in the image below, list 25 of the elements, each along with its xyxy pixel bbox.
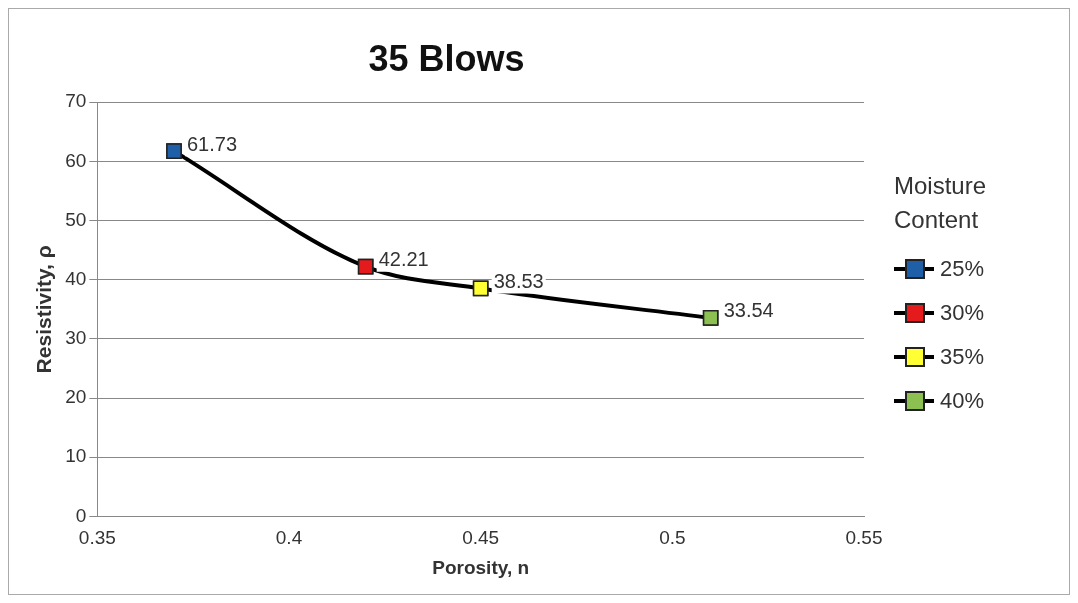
y-tick-label: 70: [65, 90, 87, 112]
x-tick-label: 0.35: [78, 527, 116, 549]
x-tick-label: 0.5: [659, 527, 686, 549]
data-label: 61.73: [187, 132, 238, 155]
legend-title: Moisture Content: [894, 171, 988, 235]
data-label: 33.54: [723, 299, 774, 322]
data-label: 38.53: [493, 269, 544, 292]
x-axis-title: Porosity, n: [432, 556, 530, 578]
legend-label: 40%: [940, 388, 985, 414]
chart-title: 35 Blows: [368, 37, 525, 79]
legend-label: 30%: [940, 300, 985, 326]
y-tick-label: 0: [75, 504, 87, 526]
y-tick-label: 60: [65, 149, 87, 171]
legend-label: 35%: [940, 344, 985, 370]
y-tick-label: 40: [65, 267, 87, 289]
legend-label: 25%: [940, 256, 985, 282]
data-label: 42.21: [378, 248, 429, 271]
y-axis-title: Resistivity, ρ: [32, 245, 56, 374]
x-tick-label: 0.4: [275, 527, 303, 549]
y-tick-label: 30: [65, 327, 87, 349]
x-tick-label: 0.45: [462, 527, 500, 549]
y-tick-label: 10: [65, 445, 87, 467]
x-tick-label: 0.55: [845, 527, 883, 549]
y-tick-label: 50: [65, 208, 87, 230]
y-tick-label: 20: [65, 386, 87, 408]
